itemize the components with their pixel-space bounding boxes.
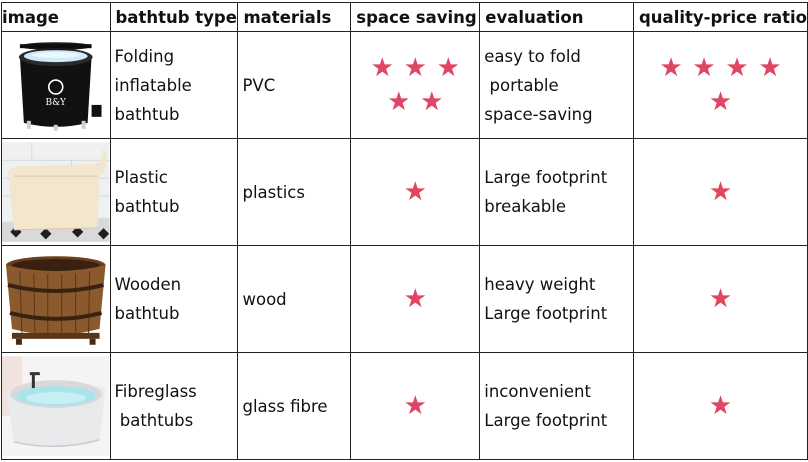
star-icon: ★ [420,87,444,117]
space-saving-rating: ★ [351,175,479,209]
inflatable-bathtub-image: B&Y [2,35,110,135]
space-saving-cell: ★ [350,245,481,353]
header-space-saving: space saving [350,2,481,32]
quality-price-rating: ★ ★ ★ ★ ★ [634,51,807,119]
header-bathtub-type: bathtub type [109,2,239,32]
table-row: Wooden bathtub wood ★ heavy weight Large… [1,245,808,353]
material-cell: PVC [237,31,352,139]
star-icon: ★ [758,53,782,83]
star-icon: ★ [692,53,716,83]
star-icon: ★ [708,391,733,421]
star-icon: ★ [403,53,427,83]
space-saving-rating: ★ [351,389,479,423]
star-icon: ★ [403,284,427,314]
space-saving-rating: ★ [351,282,479,316]
space-saving-rating: ★ ★ ★ ★ ★ [351,51,479,119]
star-icon: ★ [403,177,427,207]
header-quality-price-ratio: quality-price ratio [633,2,808,32]
star-icon: ★ [659,53,683,83]
header-row: image bathtub type materials space savin… [1,2,808,32]
space-saving-cell: ★ ★ ★ ★ ★ [350,31,481,139]
quality-price-rating: ★ [634,282,807,316]
evaluation-cell: easy to fold portable space-saving [479,31,634,139]
bathtub-type-cell: Plastic bathtub [109,138,239,246]
table-row: Plastic bathtub plastics ★ Large footpri… [1,138,808,246]
evaluation-cell: heavy weight Large footprint [479,245,634,353]
quality-price-cell: ★ [633,352,808,460]
material-cell: glass fibre [237,352,352,460]
bathtub-type-cell: Fibreglass bathtubs [109,352,239,460]
star-icon: ★ [436,53,460,83]
header-image: image [1,2,111,32]
quality-price-cell: ★ [633,245,808,353]
star-icon: ★ [708,177,733,207]
material-cell: plastics [237,138,352,246]
space-saving-cell: ★ [350,352,481,460]
header-evaluation: evaluation [479,2,634,32]
image-cell: B&Y [1,31,111,139]
material-cell: wood [237,245,352,353]
star-icon: ★ [403,391,427,421]
image-cell [1,352,111,460]
bathtub-type-cell: Wooden bathtub [109,245,239,353]
star-icon: ★ [708,87,733,117]
plastic-bathtub-image [2,142,110,242]
wooden-bathtub-image [2,249,110,349]
quality-price-cell: ★ ★ ★ ★ ★ [633,31,808,139]
quality-price-cell: ★ [633,138,808,246]
image-cell [1,138,111,246]
star-icon: ★ [387,87,411,117]
star-icon: ★ [708,284,733,314]
table-row: Fibreglass bathtubs glass fibre ★ inconv… [1,352,808,460]
quality-price-rating: ★ [634,175,807,209]
table-row: B&Y Folding inflatable bathtub PVC ★ ★ ★ ★ ★… [1,31,808,139]
star-icon: ★ [725,53,749,83]
header-materials: materials [237,2,352,32]
bathtub-type-cell: Folding inflatable bathtub [109,31,239,139]
evaluation-cell: inconvenient Large footprint [479,352,634,460]
fibreglass-bathtub-image [2,356,110,456]
quality-price-rating: ★ [634,389,807,423]
star-icon: ★ [370,53,394,83]
brand-logo-text: B&Y [46,98,67,108]
image-cell [1,245,111,353]
space-saving-cell: ★ [350,138,481,246]
evaluation-cell: Large footprint breakable [479,138,634,246]
